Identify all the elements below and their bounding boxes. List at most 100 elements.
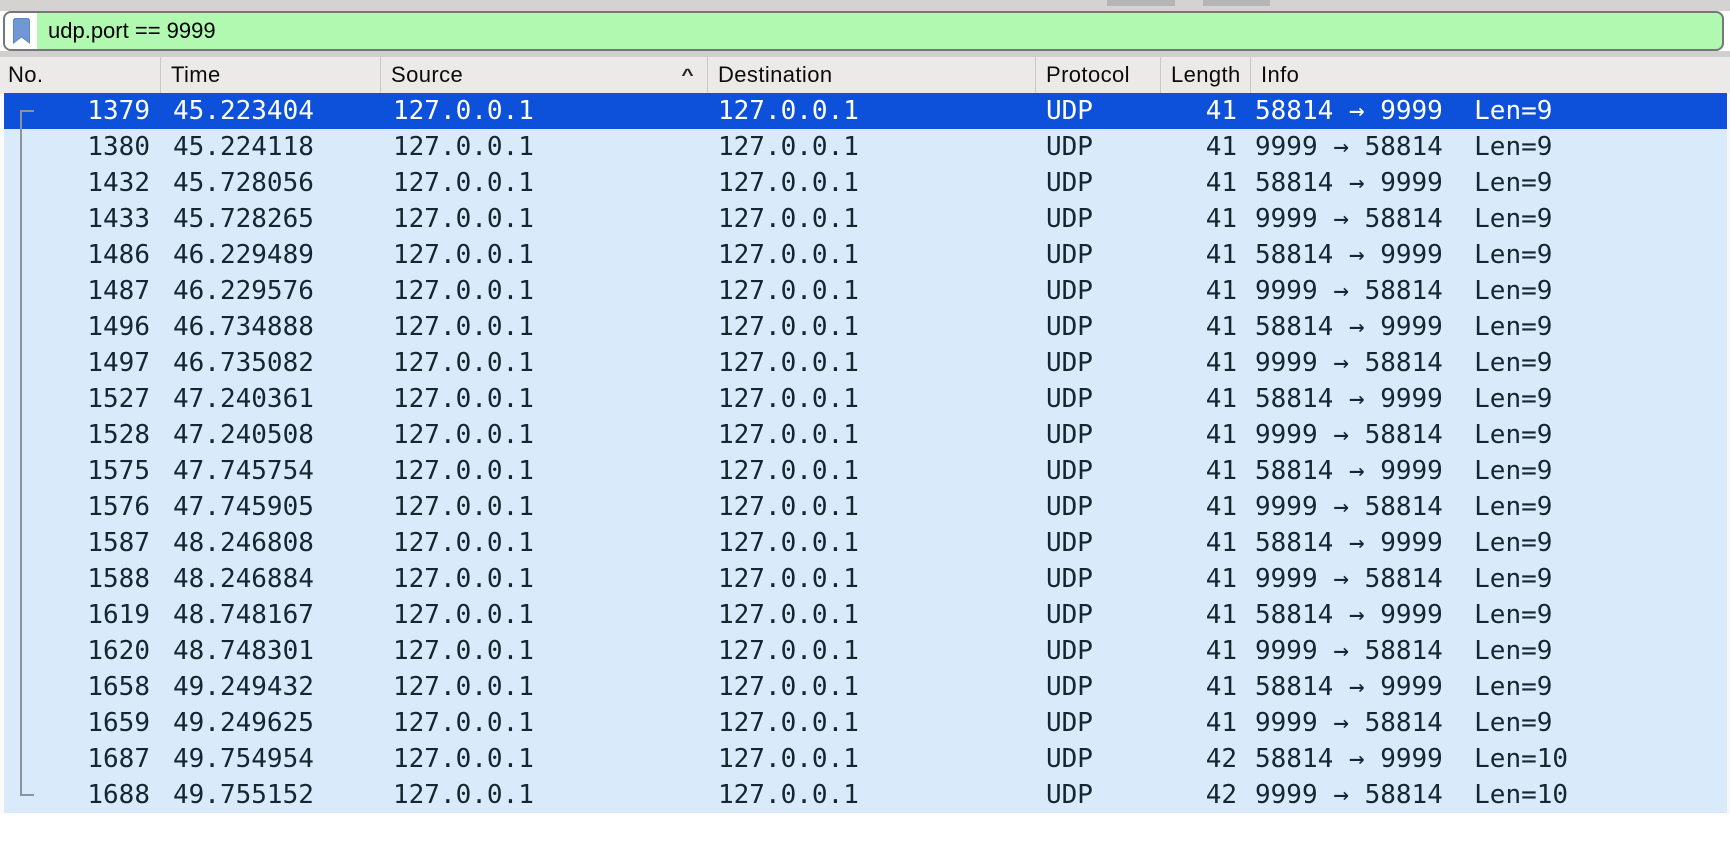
toolbar-fragment: [1203, 0, 1270, 6]
packet-row[interactable]: 1575 47.745754 127.0.0.1 127.0.0.1 UDP 4…: [0, 453, 1730, 489]
cell-info: 9999 → 58814 Len=9: [1255, 564, 1553, 594]
cell-destination: 127.0.0.1: [718, 780, 859, 810]
cell-time: 47.240361: [173, 384, 314, 414]
cell-no: 1486: [87, 240, 150, 270]
cell-length: 41: [1205, 276, 1237, 306]
cell-destination: 127.0.0.1: [718, 420, 859, 450]
column-label: Length: [1171, 62, 1241, 87]
packet-row[interactable]: 1527 47.240361 127.0.0.1 127.0.0.1 UDP 4…: [0, 381, 1730, 417]
cell-protocol: UDP: [1046, 744, 1093, 774]
cell-time: 46.734888: [173, 312, 314, 342]
packet-row[interactable]: 1658 49.249432 127.0.0.1 127.0.0.1 UDP 4…: [0, 669, 1730, 705]
cell-no: 1433: [87, 204, 150, 234]
packet-row[interactable]: 1688 49.755152 127.0.0.1 127.0.0.1 UDP 4…: [0, 777, 1730, 813]
toolbar-fragment: [1107, 0, 1175, 6]
cell-destination: 127.0.0.1: [718, 312, 859, 342]
cell-time: 48.748301: [173, 636, 314, 666]
cell-protocol: UDP: [1046, 348, 1093, 378]
cell-destination: 127.0.0.1: [718, 708, 859, 738]
cell-time: 45.224118: [173, 132, 314, 162]
packet-row[interactable]: 1528 47.240508 127.0.0.1 127.0.0.1 UDP 4…: [0, 417, 1730, 453]
column-header-protocol[interactable]: Protocol: [1035, 57, 1160, 93]
cell-protocol: UDP: [1046, 420, 1093, 450]
packet-row[interactable]: 1588 48.246884 127.0.0.1 127.0.0.1 UDP 4…: [0, 561, 1730, 597]
packet-row[interactable]: 1379 45.223404 127.0.0.1 127.0.0.1 UDP 4…: [0, 93, 1730, 129]
cell-source: 127.0.0.1: [393, 456, 534, 486]
cell-destination: 127.0.0.1: [718, 204, 859, 234]
packet-row[interactable]: 1687 49.754954 127.0.0.1 127.0.0.1 UDP 4…: [0, 741, 1730, 777]
cell-source: 127.0.0.1: [393, 204, 534, 234]
cell-protocol: UDP: [1046, 780, 1093, 810]
cell-length: 42: [1205, 780, 1237, 810]
sort-ascending-indicator: ^: [681, 65, 694, 84]
cell-time: 47.745905: [173, 492, 314, 522]
cell-length: 41: [1205, 564, 1237, 594]
packet-row[interactable]: 1659 49.249625 127.0.0.1 127.0.0.1 UDP 4…: [0, 705, 1730, 741]
cell-source: 127.0.0.1: [393, 384, 534, 414]
cell-source: 127.0.0.1: [393, 672, 534, 702]
column-header-no[interactable]: No.: [0, 57, 160, 93]
cell-info: 9999 → 58814 Len=9: [1255, 348, 1553, 378]
display-filter-bar[interactable]: udp.port == 9999: [3, 11, 1724, 51]
cell-source: 127.0.0.1: [393, 96, 534, 126]
filter-bookmark-button[interactable]: [5, 13, 37, 49]
cell-info: 58814 → 9999 Len=9: [1255, 456, 1553, 486]
right-gutter: [1727, 93, 1730, 814]
cell-length: 41: [1205, 204, 1237, 234]
column-header-length[interactable]: Length: [1160, 57, 1250, 93]
cell-source: 127.0.0.1: [393, 240, 534, 270]
cell-destination: 127.0.0.1: [718, 564, 859, 594]
cell-time: 46.735082: [173, 348, 314, 378]
packet-row[interactable]: 1497 46.735082 127.0.0.1 127.0.0.1 UDP 4…: [0, 345, 1730, 381]
cell-time: 49.754954: [173, 744, 314, 774]
cell-source: 127.0.0.1: [393, 708, 534, 738]
cell-info: 58814 → 9999 Len=10: [1255, 744, 1569, 774]
packet-row[interactable]: 1433 45.728265 127.0.0.1 127.0.0.1 UDP 4…: [0, 201, 1730, 237]
packet-row[interactable]: 1486 46.229489 127.0.0.1 127.0.0.1 UDP 4…: [0, 237, 1730, 273]
column-label: Destination: [718, 62, 833, 87]
column-header-time[interactable]: Time: [160, 57, 380, 93]
cell-no: 1620: [87, 636, 150, 666]
cell-time: 47.745754: [173, 456, 314, 486]
cell-destination: 127.0.0.1: [718, 348, 859, 378]
cell-length: 41: [1205, 528, 1237, 558]
cell-time: 48.246808: [173, 528, 314, 558]
cell-protocol: UDP: [1046, 600, 1093, 630]
packet-row[interactable]: 1620 48.748301 127.0.0.1 127.0.0.1 UDP 4…: [0, 633, 1730, 669]
cell-info: 9999 → 58814 Len=10: [1255, 780, 1569, 810]
column-header-source[interactable]: Source ^: [380, 57, 707, 93]
cell-source: 127.0.0.1: [393, 600, 534, 630]
packet-row[interactable]: 1380 45.224118 127.0.0.1 127.0.0.1 UDP 4…: [0, 129, 1730, 165]
cell-no: 1688: [87, 780, 150, 810]
cell-info: 58814 → 9999 Len=9: [1255, 168, 1553, 198]
packet-row[interactable]: 1587 48.246808 127.0.0.1 127.0.0.1 UDP 4…: [0, 525, 1730, 561]
cell-info: 9999 → 58814 Len=9: [1255, 636, 1553, 666]
cell-length: 41: [1205, 312, 1237, 342]
cell-length: 42: [1205, 744, 1237, 774]
cell-time: 46.229576: [173, 276, 314, 306]
packet-row[interactable]: 1619 48.748167 127.0.0.1 127.0.0.1 UDP 4…: [0, 597, 1730, 633]
packet-row[interactable]: 1496 46.734888 127.0.0.1 127.0.0.1 UDP 4…: [0, 309, 1730, 345]
cell-info: 9999 → 58814 Len=9: [1255, 132, 1553, 162]
packet-row[interactable]: 1576 47.745905 127.0.0.1 127.0.0.1 UDP 4…: [0, 489, 1730, 525]
cell-no: 1528: [87, 420, 150, 450]
cell-time: 49.755152: [173, 780, 314, 810]
cell-destination: 127.0.0.1: [718, 132, 859, 162]
column-label: Source: [391, 62, 464, 87]
column-header-destination[interactable]: Destination: [707, 57, 1035, 93]
packet-row[interactable]: 1487 46.229576 127.0.0.1 127.0.0.1 UDP 4…: [0, 273, 1730, 309]
cell-destination: 127.0.0.1: [718, 744, 859, 774]
cell-length: 41: [1205, 456, 1237, 486]
column-header-info[interactable]: Info: [1250, 57, 1730, 93]
display-filter-input[interactable]: udp.port == 9999: [48, 18, 216, 43]
cell-time: 48.748167: [173, 600, 314, 630]
cell-no: 1659: [87, 708, 150, 738]
cell-source: 127.0.0.1: [393, 348, 534, 378]
packet-row[interactable]: 1432 45.728056 127.0.0.1 127.0.0.1 UDP 4…: [0, 165, 1730, 201]
cell-length: 41: [1205, 96, 1237, 126]
cell-no: 1497: [87, 348, 150, 378]
bookmark-icon: [12, 18, 30, 44]
cell-no: 1687: [87, 744, 150, 774]
cell-no: 1487: [87, 276, 150, 306]
